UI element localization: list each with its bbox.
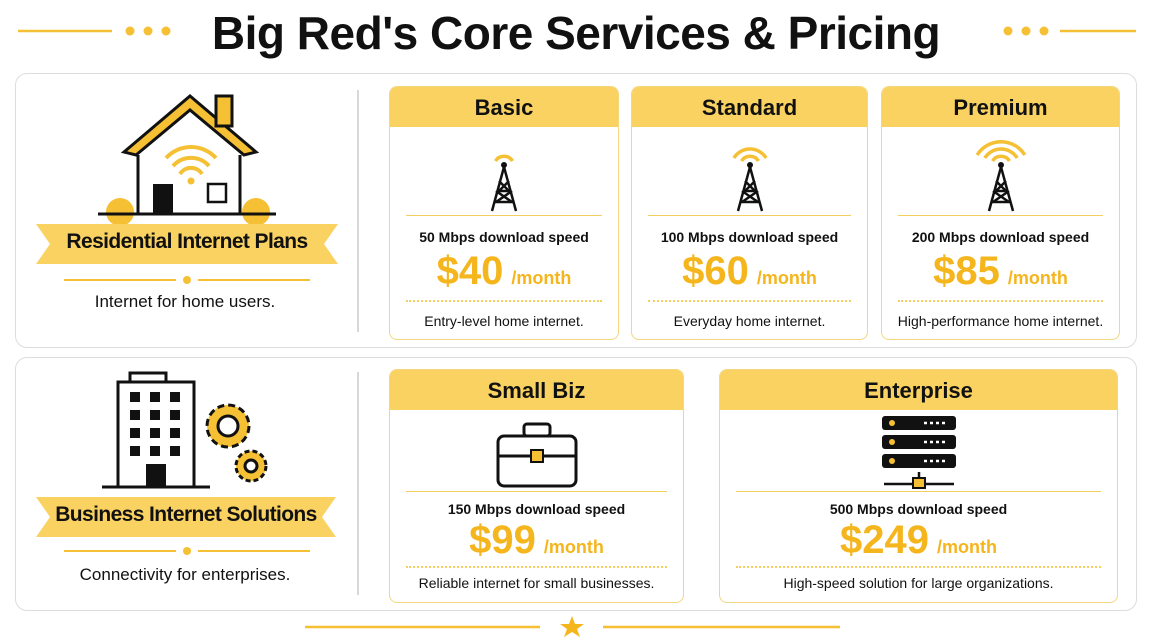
plan-card: Premium 200 Mbps download speed $85/month H… [881,86,1120,340]
plan-description: Reliable internet for small businesses. [418,575,655,591]
plan-name: Small Biz [390,370,683,410]
section-label: Residential Internet Plans [66,230,308,253]
plan-price: $99/month [390,518,683,563]
price-amount: $99 [469,518,536,562]
plan-description: High-performance home internet. [897,313,1104,329]
divider [648,215,851,216]
price-amount: $85 [933,249,1000,293]
plan-price: $40/month [390,249,618,294]
plan-description: Everyday home internet. [673,313,826,329]
price-period: /month [543,537,604,557]
plan-price: $60/month [632,249,867,294]
section-description: Connectivity for enterprises. [79,565,291,584]
divider [406,491,667,492]
price-amount: $60 [682,249,749,293]
plan-card: Basic 50 Mbps download speed $40/month Entr… [389,86,619,340]
plan-card: Standard 100 Mbps download speed $60/month… [631,86,868,340]
plan-description: High-speed solution for large organizati… [783,575,1054,591]
price-amount: $249 [840,518,929,562]
plan-icon [390,420,683,495]
plan-price: $85/month [882,249,1119,294]
divider [898,215,1103,216]
plan-icon [882,139,1119,224]
price-amount: $40 [436,249,504,293]
plan-speed: 150 Mbps download speed [447,501,626,517]
plan-name: Enterprise [720,370,1117,410]
plan-speed: 500 Mbps download speed [829,501,1008,517]
plan-icon [390,139,618,224]
plan-price: $249/month [720,518,1117,563]
page-title: Big Red's Core Services & Pricing [211,7,941,59]
divider [406,215,602,216]
price-period: /month [936,537,997,557]
plan-name: Premium [882,87,1119,127]
price-period: /month [1007,268,1068,288]
divider [648,300,851,302]
divider [406,300,602,302]
section-label: Business Internet Solutions [55,503,317,526]
plan-speed: 100 Mbps download speed [660,229,839,245]
price-period: /month [756,268,817,288]
divider [898,300,1103,302]
plan-description: Entry-level home internet. [424,313,584,329]
divider [406,566,667,568]
plan-icon [632,139,867,224]
plan-card: Small Biz 150 Mbps download speed $99/mont… [389,369,684,603]
plan-name: Basic [390,87,618,127]
plan-speed: 200 Mbps download speed [911,229,1090,245]
price-period: /month [511,268,572,288]
plan-icon [720,412,1117,497]
plan-speed: 50 Mbps download speed [419,229,589,245]
divider [736,491,1101,492]
section-description: Internet for home users. [94,292,276,311]
plan-name: Standard [632,87,867,127]
plan-card: Enterprise 500 Mbps download speed $249/mo… [719,369,1118,603]
divider [736,566,1101,568]
